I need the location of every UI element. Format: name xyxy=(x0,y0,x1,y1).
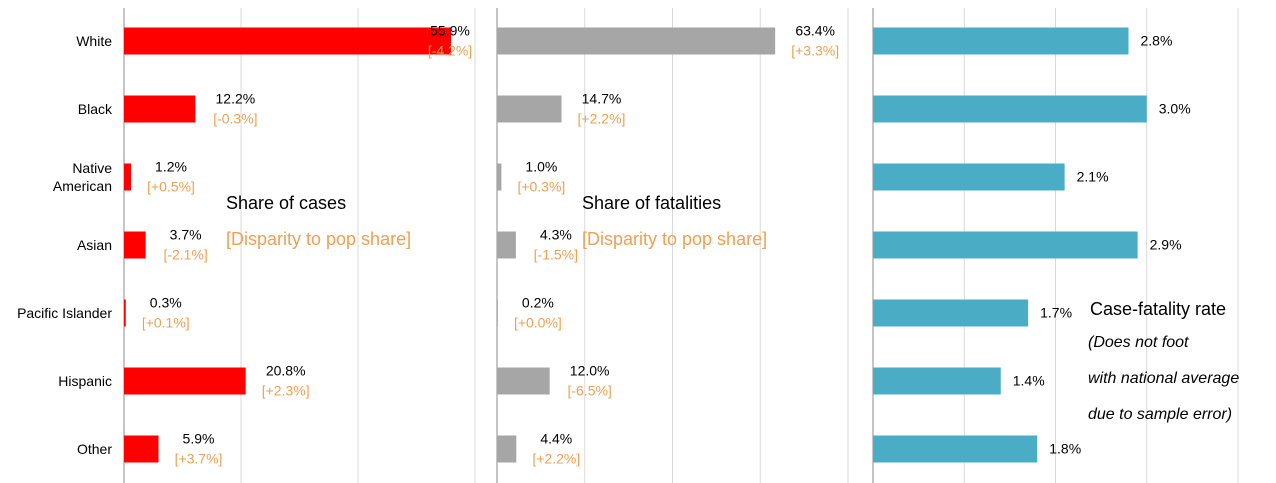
value-label: 63.4% xyxy=(795,23,835,39)
annotation: [Disparity to pop share] xyxy=(582,229,767,249)
category-label: Native American xyxy=(52,160,112,194)
value-label: 5.9% xyxy=(183,431,215,447)
value-label: 2.9% xyxy=(1150,237,1182,253)
category-label: Pacific Islander xyxy=(17,305,112,321)
bar xyxy=(873,163,1065,191)
value-label: 3.7% xyxy=(170,227,202,243)
annotation: Case-fatality rate xyxy=(1090,299,1226,319)
disparity-label: [-4.2%] xyxy=(428,43,472,59)
annotation: Share of cases xyxy=(226,193,346,213)
category-label: Black xyxy=(77,101,112,117)
bar xyxy=(497,435,517,463)
value-label: 55.9% xyxy=(430,23,470,39)
bar xyxy=(124,27,452,55)
value-label: 20.8% xyxy=(266,363,306,379)
disparity-label: [+0.0%] xyxy=(514,315,562,331)
disparity-label: [-6.5%] xyxy=(567,383,611,399)
annotation: Share of fatalities xyxy=(582,193,721,213)
bar xyxy=(497,163,502,191)
value-label: 1.7% xyxy=(1040,305,1072,321)
bar xyxy=(873,27,1129,55)
bar xyxy=(124,163,132,191)
bar xyxy=(497,27,776,55)
disparity-label: [+0.5%] xyxy=(147,179,195,195)
disparity-label: [+3.3%] xyxy=(791,43,839,59)
value-label: 0.3% xyxy=(150,295,182,311)
note: (Does not foot xyxy=(1088,334,1189,351)
value-label: 12.0% xyxy=(570,363,610,379)
bar xyxy=(873,299,1029,327)
disparity-label: [-2.1%] xyxy=(163,247,207,263)
value-label: 4.4% xyxy=(540,431,572,447)
bar xyxy=(497,231,516,259)
disparity-label: [+0.3%] xyxy=(517,179,565,195)
note: with national average xyxy=(1088,370,1239,387)
disparity-label: [-1.5%] xyxy=(534,247,578,263)
disparity-label: [-0.3%] xyxy=(213,111,257,127)
value-label: 1.4% xyxy=(1013,373,1045,389)
category-label: Other xyxy=(76,441,112,457)
note: due to sample error) xyxy=(1088,406,1232,423)
bar xyxy=(124,299,126,327)
bar xyxy=(124,367,246,395)
disparity-label: [+2.2%] xyxy=(532,451,580,467)
value-label: 0.2% xyxy=(522,295,554,311)
disparity-label: [+2.2%] xyxy=(578,111,626,127)
value-label: 12.2% xyxy=(216,91,256,107)
category-label: Hispanic xyxy=(58,373,112,389)
bar xyxy=(497,95,562,123)
disparity-label: [+2.3%] xyxy=(262,383,310,399)
bar xyxy=(124,435,159,463)
value-label: 1.8% xyxy=(1049,441,1081,457)
bar xyxy=(124,95,196,123)
value-label: 1.0% xyxy=(525,159,557,175)
bar xyxy=(873,231,1138,259)
category-label: White xyxy=(76,33,112,49)
disparity-label: [+0.1%] xyxy=(142,315,190,331)
value-label: 1.2% xyxy=(155,159,187,175)
value-label: 2.1% xyxy=(1077,169,1109,185)
bar xyxy=(873,95,1147,123)
bar xyxy=(873,367,1001,395)
category-label: Asian xyxy=(76,237,112,253)
disparity-label: [+3.7%] xyxy=(175,451,223,467)
value-label: 14.7% xyxy=(582,91,622,107)
bar xyxy=(124,231,146,259)
bar xyxy=(497,367,550,395)
value-label: 3.0% xyxy=(1159,101,1191,117)
bar xyxy=(873,435,1038,463)
value-label: 4.3% xyxy=(540,227,572,243)
annotation: [Disparity to pop share] xyxy=(226,229,411,249)
bar xyxy=(497,299,498,327)
value-label: 2.8% xyxy=(1141,33,1173,49)
